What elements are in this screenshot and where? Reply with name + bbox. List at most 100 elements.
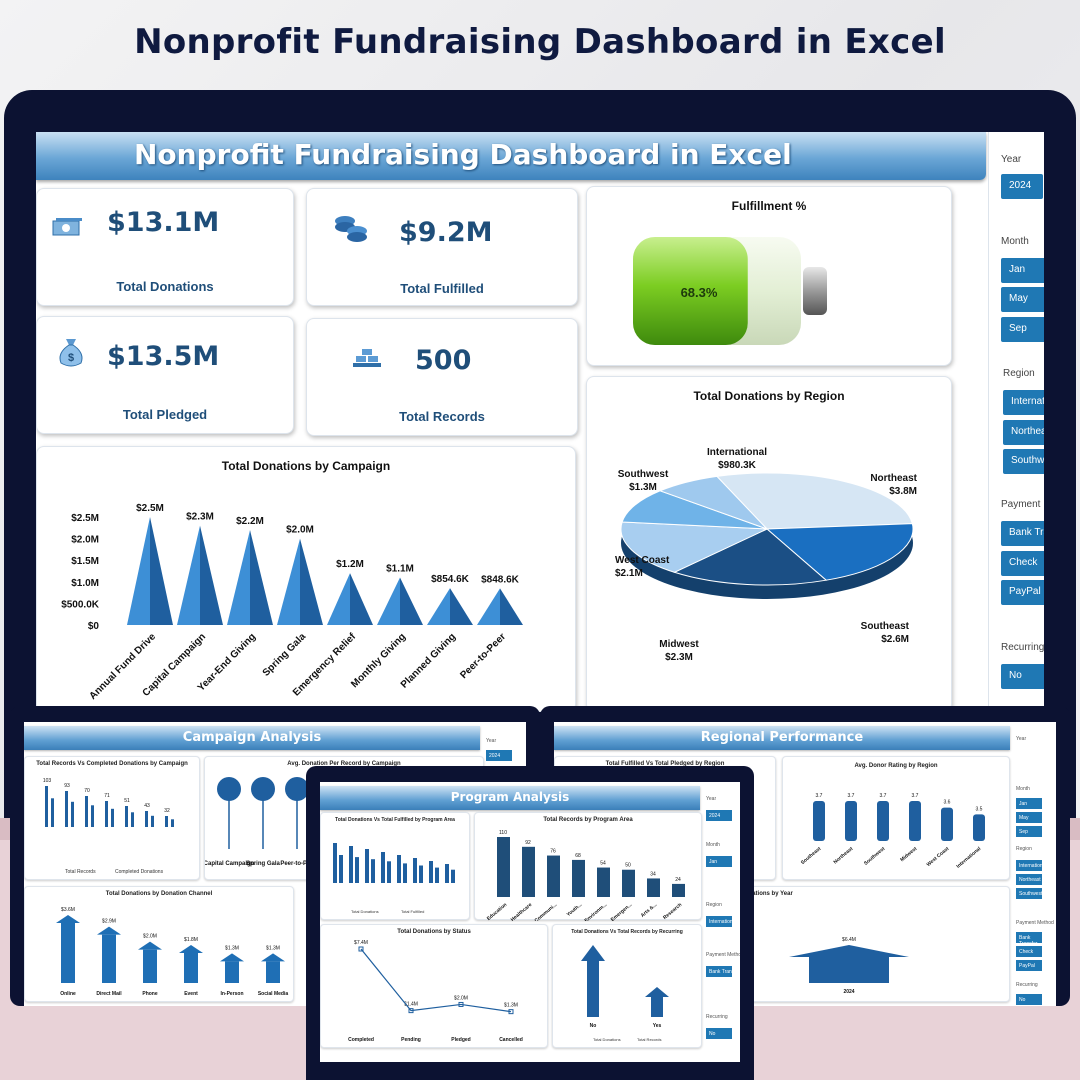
mini-bar xyxy=(387,861,391,883)
campaign-bar-shade xyxy=(250,529,273,625)
mini-bar xyxy=(85,796,88,827)
slicer-month-may[interactable]: May xyxy=(1001,287,1044,312)
mini-slicer-button[interactable]: Jan xyxy=(1016,798,1042,809)
mini-bar xyxy=(973,814,985,841)
mini-slicer-button[interactable]: Bank Transfer xyxy=(1016,932,1042,947)
mini-slicer-button[interactable]: Jan xyxy=(706,856,732,867)
mini-category-label: No xyxy=(590,1023,597,1029)
mini-bar xyxy=(429,861,433,883)
kpi-card-total-records: 500 Total Records xyxy=(306,318,578,436)
mini-bar xyxy=(622,869,635,897)
kpi-value: $9.2M xyxy=(399,217,493,248)
mini-slicer-button[interactable]: Bank Transfer xyxy=(706,966,732,977)
lollipop-head xyxy=(285,777,309,801)
mini-slicer-button[interactable]: International xyxy=(1016,860,1047,871)
preview-program-chart3: Total Donations by Status $7.4M Completed… xyxy=(320,924,548,1048)
mini-slicer-button[interactable]: PayPal xyxy=(1016,960,1042,971)
mini-bar xyxy=(572,859,585,897)
slicer-payment-paypal[interactable]: PayPal xyxy=(1001,580,1044,605)
mini-category-label: Spring Gala xyxy=(246,861,280,867)
slicer-month-jan[interactable]: Jan xyxy=(1001,258,1044,283)
mini-category-label: Event xyxy=(184,991,198,997)
campaign-bar xyxy=(177,525,200,625)
campaign-bar xyxy=(227,529,250,625)
mini-slicer-label: Month xyxy=(1016,786,1030,792)
slicer-region-international[interactable]: International xyxy=(1003,390,1044,415)
mini-slicer-button[interactable]: International xyxy=(706,916,732,927)
mini-slicer-label: Payment Method xyxy=(706,952,740,958)
mini-bar xyxy=(587,959,599,1017)
mini-data-label: 110 xyxy=(499,830,507,836)
mini-bar xyxy=(151,815,154,827)
mini-slicer-button[interactable]: Check xyxy=(1016,946,1042,957)
mini-legend: Total Records xyxy=(65,869,96,875)
slicer-region-northeast[interactable]: Northeast xyxy=(1003,420,1044,445)
mini-slicer-button[interactable]: No xyxy=(1016,994,1042,1005)
mini-category-label: Northeast xyxy=(833,846,855,866)
mini-bar xyxy=(522,846,535,897)
mini-data-label: 50 xyxy=(625,863,631,869)
campaign-data-label: $1.2M xyxy=(336,559,364,570)
slicer-payment-check[interactable]: Check xyxy=(1001,551,1044,576)
slicer-recurring-label: Recurring xyxy=(1001,642,1044,653)
mini-category-label: Pending xyxy=(401,1037,421,1043)
mini-category-label: 2024 xyxy=(843,989,854,995)
dashboard-title-banner: Nonprofit Fundraising Dashboard in Excel xyxy=(36,132,986,180)
mini-category-label: Southwest xyxy=(863,846,886,867)
slicer-region-southwest[interactable]: Southwest xyxy=(1003,449,1044,474)
mini-bar xyxy=(61,923,75,983)
mini-slicer-button[interactable]: 2024 xyxy=(486,750,512,761)
pie-data-label: $2.1M xyxy=(615,568,643,579)
preview-program-title: Program Analysis xyxy=(320,786,700,810)
mini-bar xyxy=(941,807,953,841)
mini-bar xyxy=(125,806,128,827)
mini-slicer-button[interactable]: Northeast xyxy=(1016,874,1042,885)
mini-slicer-label: Recurring xyxy=(1016,982,1038,988)
mini-data-label: 103 xyxy=(43,778,52,784)
mini-slicer-button[interactable]: May xyxy=(1016,812,1042,823)
preview-regional-chart3: Total Donations by Year $6.4M 2024 xyxy=(714,886,1010,1002)
mini-bar-arrow xyxy=(179,945,203,953)
mini-data-label: 3.5 xyxy=(976,806,983,812)
campaign-bar-shade xyxy=(450,588,473,625)
mini-bar xyxy=(597,867,610,897)
mini-slicer-label: Recurring xyxy=(706,1014,728,1020)
mini-slicer-label: Region xyxy=(1016,846,1032,852)
pie-category-label: Midwest xyxy=(659,639,699,650)
mini-category-label: Social Media xyxy=(258,991,289,997)
pie-category-label: Southeast xyxy=(861,621,910,632)
slicer-year-2024[interactable]: 2024 xyxy=(1001,174,1043,199)
mini-category-label: International xyxy=(955,846,982,870)
mini-bar xyxy=(909,801,921,841)
mini-data-label: 3.7 xyxy=(848,793,855,799)
fulfillment-value: 68.3% xyxy=(681,285,718,300)
mini-legend: Total Records xyxy=(637,1037,661,1042)
mini-bar xyxy=(497,837,510,897)
mini-bar xyxy=(365,849,369,883)
campaign-bar-shade xyxy=(200,525,223,625)
mini-slicer-label: Year xyxy=(486,738,497,744)
mini-slicer-button[interactable]: No xyxy=(706,1028,732,1039)
region-chart: Northeast $3.8M Southeast $2.6M Midwest $2.3M… xyxy=(615,447,918,663)
mini-bar xyxy=(397,855,401,883)
campaign-data-label: $854.6K xyxy=(431,574,470,585)
slicer-month-sep[interactable]: Sep xyxy=(1001,317,1044,342)
lollipop-head xyxy=(251,777,275,801)
pie-slice xyxy=(620,521,768,573)
campaign-data-label: $2.3M xyxy=(186,512,214,523)
slicer-payment-bank-transfer[interactable]: Bank Transfer xyxy=(1001,521,1044,546)
campaign-bar xyxy=(477,588,500,625)
mini-slicer-button[interactable]: 2024 xyxy=(706,810,732,821)
slicer-recurring-no[interactable]: No xyxy=(1001,664,1044,689)
mini-category-label: West Coast xyxy=(926,846,951,868)
mini-category-label: Research xyxy=(662,902,683,921)
preview-program-chart4: Total Donations Vs Total Records by Recu… xyxy=(552,924,702,1048)
mini-bar xyxy=(91,805,94,827)
mini-slicer-button[interactable]: Sep xyxy=(1016,826,1042,837)
mini-data-label: 34 xyxy=(650,871,656,877)
mini-data-label: 32 xyxy=(164,808,170,814)
mini-slicer-button[interactable]: Southwest xyxy=(1016,888,1042,899)
mini-bar xyxy=(877,801,889,841)
mini-data-label: 76 xyxy=(550,849,556,855)
campaign-bar xyxy=(327,573,350,625)
